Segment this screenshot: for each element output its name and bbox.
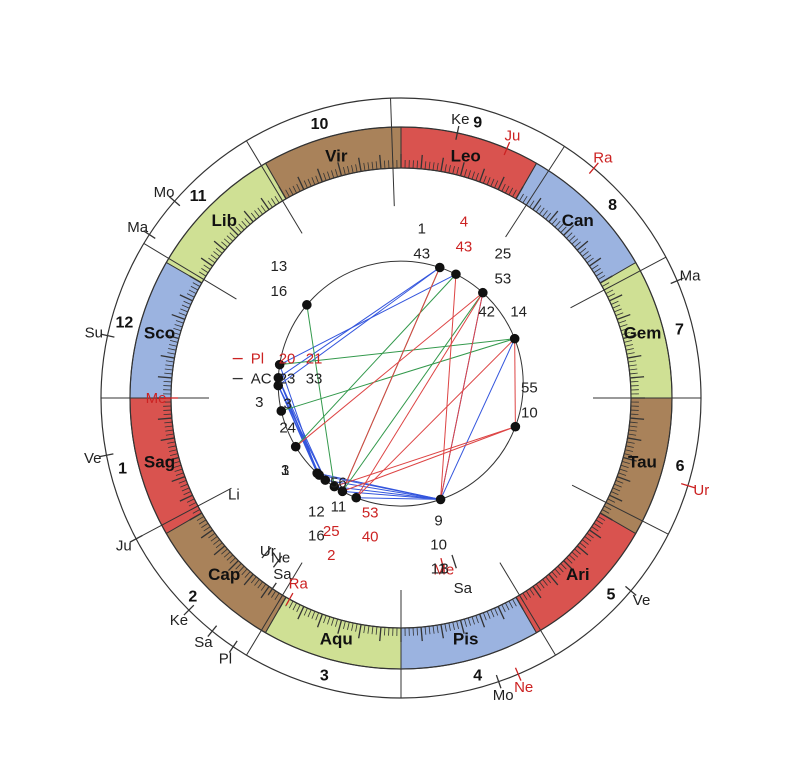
svg-text:8: 8: [608, 197, 617, 214]
svg-text:Ur: Ur: [693, 482, 709, 499]
svg-text:9: 9: [473, 114, 482, 131]
svg-text:Gem: Gem: [624, 323, 662, 342]
svg-text:Li: Li: [228, 487, 240, 504]
svg-text:43: 43: [413, 246, 430, 263]
svg-text:Me: Me: [146, 390, 167, 407]
svg-text:1: 1: [418, 221, 426, 238]
svg-text:12: 12: [308, 504, 325, 521]
svg-text:Ma: Ma: [127, 219, 148, 236]
svg-text:55: 55: [521, 380, 538, 397]
svg-text:Sco: Sco: [144, 323, 175, 342]
svg-text:3: 3: [281, 462, 289, 479]
svg-text:3: 3: [284, 396, 292, 413]
svg-text:Sa: Sa: [454, 580, 473, 597]
svg-text:Ve: Ve: [84, 450, 102, 467]
svg-text:42: 42: [478, 304, 495, 321]
svg-text:43: 43: [456, 238, 473, 255]
svg-text:Pl: Pl: [219, 650, 232, 667]
svg-text:Sag: Sag: [144, 453, 175, 472]
svg-text:6: 6: [676, 458, 685, 475]
svg-text:24: 24: [279, 420, 296, 437]
svg-text:2: 2: [327, 547, 335, 564]
svg-text:10: 10: [311, 116, 329, 133]
svg-text:23: 23: [279, 371, 296, 388]
svg-text:AC: AC: [251, 371, 272, 388]
svg-text:Pis: Pis: [453, 629, 479, 648]
svg-text:Ve: Ve: [633, 592, 651, 609]
svg-text:Ke: Ke: [170, 612, 188, 629]
svg-text:Cap: Cap: [208, 565, 240, 584]
svg-text:3: 3: [320, 668, 329, 685]
svg-text:2: 2: [188, 589, 197, 606]
svg-text:33: 33: [306, 371, 323, 388]
svg-text:4: 4: [460, 213, 468, 230]
svg-text:Ma: Ma: [680, 267, 701, 284]
svg-text:Ju: Ju: [116, 537, 132, 554]
svg-text:25: 25: [494, 246, 511, 263]
svg-text:40: 40: [362, 529, 379, 546]
svg-text:20: 20: [279, 351, 296, 368]
svg-text:Ari: Ari: [566, 565, 590, 584]
svg-text:10: 10: [430, 536, 447, 553]
svg-text:Pl: Pl: [251, 351, 264, 368]
svg-text:10: 10: [521, 405, 538, 422]
svg-text:Ke: Ke: [451, 111, 469, 128]
svg-text:Vir: Vir: [325, 147, 348, 166]
svg-text:Mo: Mo: [493, 687, 514, 704]
svg-text:3: 3: [440, 560, 448, 577]
svg-text:25: 25: [323, 523, 340, 540]
svg-text:1: 1: [118, 460, 127, 477]
svg-text:Mo: Mo: [154, 184, 175, 201]
svg-text:16: 16: [271, 283, 288, 300]
svg-text:12: 12: [116, 314, 134, 331]
svg-text:Su: Su: [85, 325, 103, 342]
svg-text:4: 4: [473, 668, 482, 685]
svg-text:Tau: Tau: [628, 453, 657, 472]
svg-text:7: 7: [675, 322, 684, 339]
svg-text:9: 9: [434, 512, 442, 529]
svg-text:Ra: Ra: [593, 149, 613, 166]
svg-text:14: 14: [510, 304, 527, 321]
svg-text:53: 53: [494, 271, 511, 288]
svg-text:Lib: Lib: [211, 211, 237, 230]
svg-text:11: 11: [190, 188, 207, 205]
svg-text:Aqu: Aqu: [320, 629, 353, 648]
svg-text:13: 13: [271, 258, 288, 275]
svg-text:Can: Can: [562, 211, 594, 230]
svg-text:Leo: Leo: [451, 147, 481, 166]
svg-text:Sa: Sa: [194, 634, 213, 651]
svg-text:Ju: Ju: [504, 128, 520, 145]
svg-text:53: 53: [362, 505, 379, 522]
svg-text:56: 56: [330, 474, 347, 491]
svg-text:Ne: Ne: [271, 550, 290, 567]
svg-text:21: 21: [306, 351, 323, 368]
svg-text:Sa: Sa: [273, 566, 292, 583]
svg-text:5: 5: [606, 587, 615, 604]
svg-text:Ne: Ne: [514, 679, 533, 696]
svg-text:11: 11: [331, 498, 347, 515]
svg-text:3: 3: [255, 394, 263, 411]
